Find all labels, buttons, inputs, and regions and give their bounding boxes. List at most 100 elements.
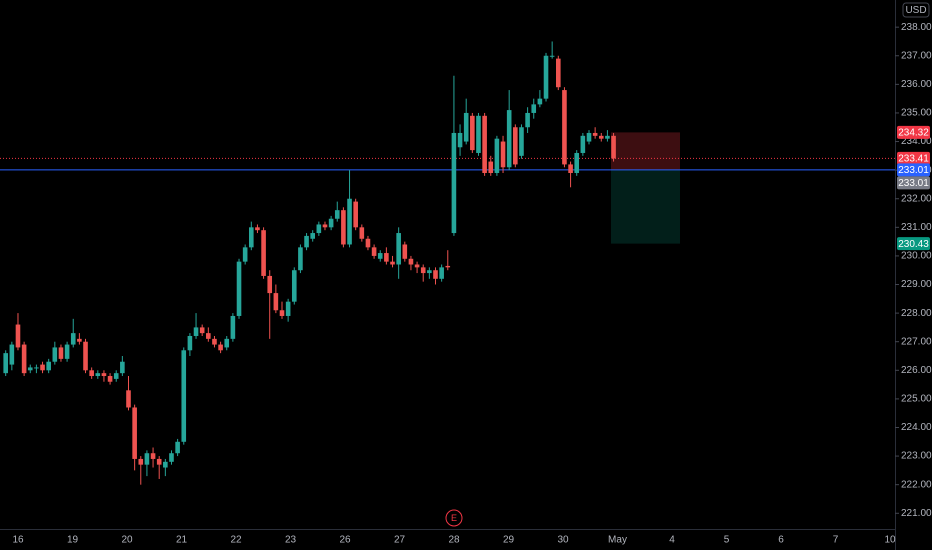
candle-body [34, 367, 39, 369]
candle-body [531, 104, 537, 113]
x-tick-label: 5 [724, 535, 730, 546]
candle-body [457, 132, 463, 148]
candle-body [291, 270, 297, 302]
y-tick-label: 231.00 [901, 222, 932, 233]
y-tick-label: 228.00 [901, 308, 932, 319]
candle-body [353, 201, 358, 228]
candle-body [439, 267, 444, 279]
candle-body [605, 135, 610, 139]
candle-body [598, 135, 604, 139]
candle-body [506, 110, 512, 168]
candle-body [586, 132, 592, 142]
target-price-label: 230.43 [898, 239, 929, 250]
candle-body [107, 376, 113, 382]
candle-body [390, 261, 395, 265]
entry-price-label: 233.01 [898, 165, 929, 176]
candle-body [15, 324, 21, 348]
x-tick-label: 4 [669, 535, 675, 546]
candle-body [242, 247, 248, 262]
candle-body [568, 164, 573, 173]
candle-body [150, 453, 156, 459]
candle-body [371, 247, 377, 256]
candle-body [101, 373, 107, 377]
candle-body [126, 390, 131, 408]
y-tick-label: 226.00 [901, 365, 932, 376]
x-tick-label: 19 [67, 535, 79, 546]
target-zone [611, 169, 680, 244]
candle-body [206, 333, 211, 339]
candle-body [120, 361, 125, 374]
candle-body [574, 152, 580, 173]
candle-body [230, 315, 236, 339]
y-tick-label: 235.00 [901, 108, 932, 119]
candle-body [255, 227, 260, 231]
candle-body [537, 98, 543, 105]
candle-body [500, 141, 506, 168]
y-tick-label: 221.00 [901, 508, 932, 519]
x-tick-label: 21 [176, 535, 188, 546]
candle-body [64, 344, 70, 359]
candle-body [267, 275, 273, 294]
x-tick-label: 28 [448, 535, 460, 546]
candle-body [470, 115, 475, 151]
candle-body [445, 265, 451, 268]
candle-body [549, 55, 555, 57]
candle-body [384, 253, 389, 262]
x-tick-label: 7 [833, 535, 839, 546]
candle-body [482, 115, 487, 173]
candle-body [89, 370, 94, 377]
x-tick-label: 29 [503, 535, 515, 546]
event-marker[interactable] [445, 509, 463, 527]
candle-body [46, 361, 51, 371]
candle-body [414, 264, 420, 268]
candle-body [83, 341, 88, 371]
entry-price-label-bg [897, 163, 930, 177]
candle-body [322, 224, 328, 228]
event-label: E [451, 513, 457, 523]
stop-price-label: 234.32 [898, 128, 929, 139]
y-tick-label: 223.00 [901, 451, 932, 462]
candle-body [408, 258, 414, 265]
candle-body [138, 458, 144, 465]
candle-body [261, 230, 266, 276]
y-tick-label: 234.00 [901, 136, 932, 147]
candle-body [513, 127, 518, 165]
candle-body [212, 338, 217, 345]
candle-body [199, 327, 205, 334]
stop-price-label-bg [897, 125, 930, 139]
extra-price-label: 233.01 [898, 178, 929, 189]
candle-body [21, 344, 27, 374]
x-tick-label: 26 [339, 535, 351, 546]
candle-body [181, 350, 187, 442]
y-tick-label: 238.00 [901, 22, 932, 33]
candle-body [9, 344, 15, 365]
y-tick-label: 237.00 [901, 50, 932, 61]
candle-body [365, 238, 371, 248]
candle-body [58, 347, 64, 359]
candle-body [298, 247, 303, 271]
candle-body [279, 310, 285, 316]
y-tick-label: 222.00 [901, 479, 932, 490]
candle-body [224, 338, 230, 348]
candle-body [396, 233, 401, 265]
candle-body [420, 267, 426, 274]
x-tick-label: 10 [884, 535, 896, 546]
currency-badge[interactable] [902, 2, 930, 18]
candle-body [236, 261, 242, 316]
candle-body [163, 461, 168, 468]
x-tick-label: 16 [12, 535, 24, 546]
candle-body [316, 224, 322, 234]
x-tick-label: 22 [230, 535, 242, 546]
candle-body [580, 135, 586, 153]
candle-body [476, 115, 481, 153]
candle-body [3, 353, 8, 374]
y-tick-label: 224.00 [901, 422, 932, 433]
candle-body [187, 335, 193, 351]
candle-body [451, 132, 457, 234]
candle-body [525, 112, 530, 128]
candle-body [433, 270, 438, 279]
candle-body [592, 132, 598, 136]
candle-body [402, 244, 408, 259]
